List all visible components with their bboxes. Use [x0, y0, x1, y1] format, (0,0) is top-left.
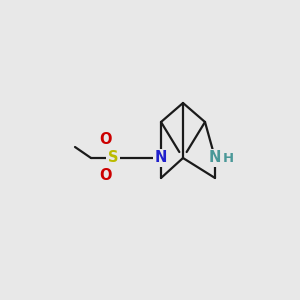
Text: O: O	[99, 169, 111, 184]
Text: H: H	[222, 152, 234, 166]
Text: O: O	[99, 133, 111, 148]
Text: N: N	[209, 151, 221, 166]
Text: S: S	[108, 151, 118, 166]
Text: N: N	[155, 151, 167, 166]
